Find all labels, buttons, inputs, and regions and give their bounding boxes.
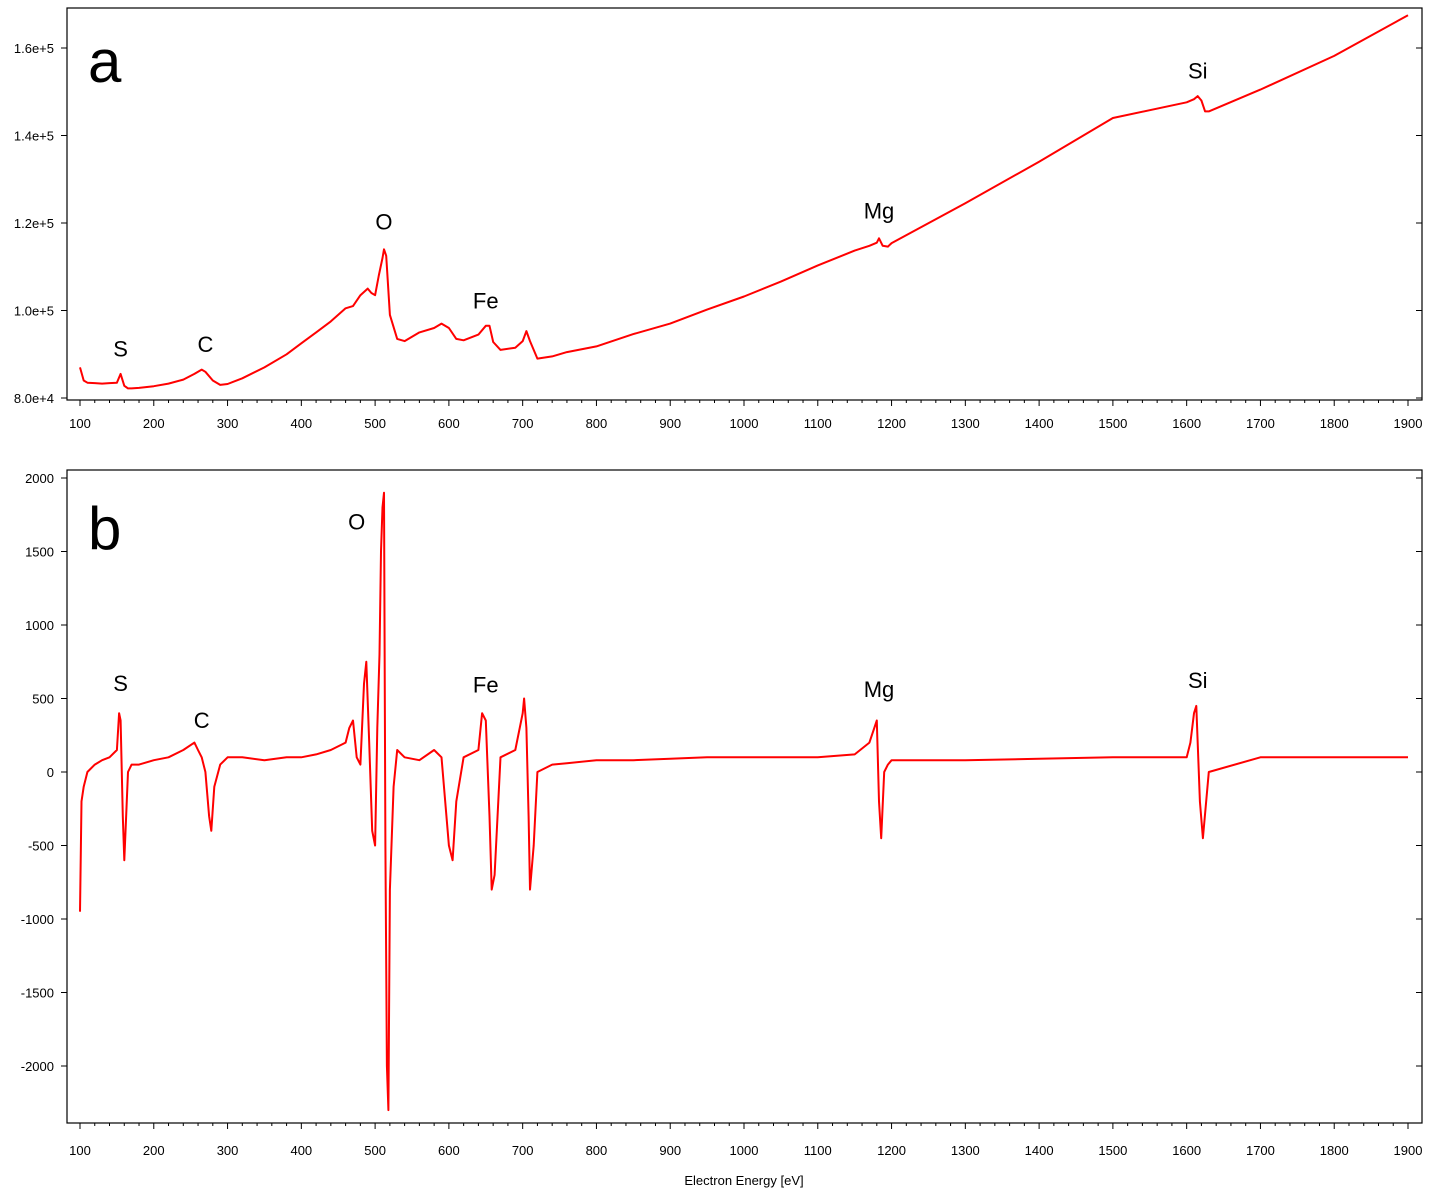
x-tick-label: 900: [659, 1143, 681, 1158]
peak-label: O: [348, 509, 365, 534]
x-tick-label: 1700: [1246, 416, 1275, 431]
y-tick-label: -1000: [21, 912, 54, 927]
x-tick-label: 400: [290, 416, 312, 431]
y-tick-label: -1500: [21, 986, 54, 1001]
x-tick-label: 700: [512, 1143, 534, 1158]
panel-b-x-axis: 100 200 300 400 500 600 700 800 900 1000 1100 1200 1…: [69, 1123, 1422, 1158]
x-tick-label: 1200: [877, 1143, 906, 1158]
y-tick-label: 1.6e+5: [14, 41, 54, 56]
x-tick-label: 1200: [877, 416, 906, 431]
peak-label: Mg: [864, 199, 895, 224]
panel-b-plot-frame: [66, 469, 1423, 1124]
peak-label: Fe: [473, 288, 499, 313]
panel-a-plot-frame: [66, 7, 1423, 401]
x-tick-label: 1800: [1320, 1143, 1349, 1158]
panel-a: 100 200 300 400 500 600 700 800 900 1000 1100 1200 1…: [14, 7, 1423, 431]
x-tick-label: 1600: [1172, 416, 1201, 431]
x-tick-label: 1100: [804, 1143, 832, 1158]
peak-label: S: [113, 336, 128, 361]
x-tick-label: 1000: [730, 416, 759, 431]
x-tick-label: 1900: [1394, 1143, 1423, 1158]
y-tick-label: 1.0e+5: [14, 304, 54, 319]
panel-b-x-axis-title: Electron Energy [eV]: [684, 1173, 803, 1188]
panel-a-label: a: [88, 28, 122, 95]
y-tick-label: 500: [32, 692, 54, 707]
panel-a-series-line: [79, 14, 1409, 390]
y-tick-label: 1.4e+5: [14, 129, 54, 144]
x-tick-label: 300: [217, 1143, 239, 1158]
peak-label: Mg: [864, 677, 895, 702]
peak-label: Si: [1188, 668, 1208, 693]
y-tick-label: 1500: [25, 545, 54, 560]
panel-a-y-axis: 8.0e+4 1.0e+5 1.2e+5 1.4e+5 1.6e+5: [14, 41, 1422, 406]
x-tick-label: 1500: [1098, 416, 1127, 431]
x-tick-label: 600: [438, 416, 460, 431]
y-tick-label: 2000: [25, 471, 54, 486]
panel-b-y-axis: 2000 1500 1000 500 0 -500 -1000 -1500 -2000: [21, 471, 1422, 1074]
x-tick-label: 1100: [804, 416, 832, 431]
x-tick-label: 800: [586, 416, 608, 431]
x-tick-label: 1400: [1025, 1143, 1054, 1158]
peak-label: S: [113, 671, 128, 696]
panel-b-label: b: [88, 495, 121, 562]
x-tick-label: 500: [364, 1143, 386, 1158]
x-tick-label: 900: [659, 416, 681, 431]
x-tick-label: 200: [143, 416, 165, 431]
x-tick-label: 1400: [1025, 416, 1054, 431]
x-tick-label: 700: [512, 416, 534, 431]
peak-label: C: [194, 708, 210, 733]
x-tick-label: 400: [290, 1143, 312, 1158]
panel-a-annotations: S C O Fe Mg Si: [113, 59, 1207, 362]
peak-label: Si: [1188, 59, 1208, 84]
x-tick-label: 500: [364, 416, 386, 431]
y-tick-label: 0: [47, 765, 54, 780]
peak-label: Fe: [473, 673, 499, 698]
panel-b-series-line: [79, 491, 1408, 1112]
x-tick-label: 1600: [1172, 1143, 1201, 1158]
peak-label: C: [197, 332, 213, 357]
x-tick-label: 1900: [1394, 416, 1423, 431]
x-tick-label: 1300: [951, 1143, 980, 1158]
x-tick-label: 1000: [730, 1143, 759, 1158]
panel-b-annotations: S C O Fe Mg Si: [113, 509, 1207, 732]
x-tick-label: 1800: [1320, 416, 1349, 431]
x-tick-label: 600: [438, 1143, 460, 1158]
peak-label: O: [375, 210, 392, 235]
panel-b: 100 200 300 400 500 600 700 800 900 1000 1100 1200 1…: [21, 469, 1423, 1188]
panel-a-x-axis: 100 200 300 400 500 600 700 800 900 1000 1100 1200 1…: [69, 400, 1422, 431]
y-tick-label: 8.0e+4: [14, 391, 54, 406]
x-tick-label: 1500: [1098, 1143, 1127, 1158]
x-tick-label: 200: [143, 1143, 165, 1158]
x-tick-label: 1700: [1246, 1143, 1275, 1158]
y-tick-label: 1.2e+5: [14, 216, 54, 231]
y-tick-label: 1000: [25, 618, 54, 633]
x-tick-label: 1300: [951, 416, 980, 431]
x-tick-label: 300: [217, 416, 239, 431]
x-tick-label: 100: [69, 416, 91, 431]
x-tick-label: 800: [586, 1143, 608, 1158]
y-tick-label: -500: [28, 839, 54, 854]
y-tick-label: -2000: [21, 1059, 54, 1074]
x-tick-label: 100: [69, 1143, 91, 1158]
